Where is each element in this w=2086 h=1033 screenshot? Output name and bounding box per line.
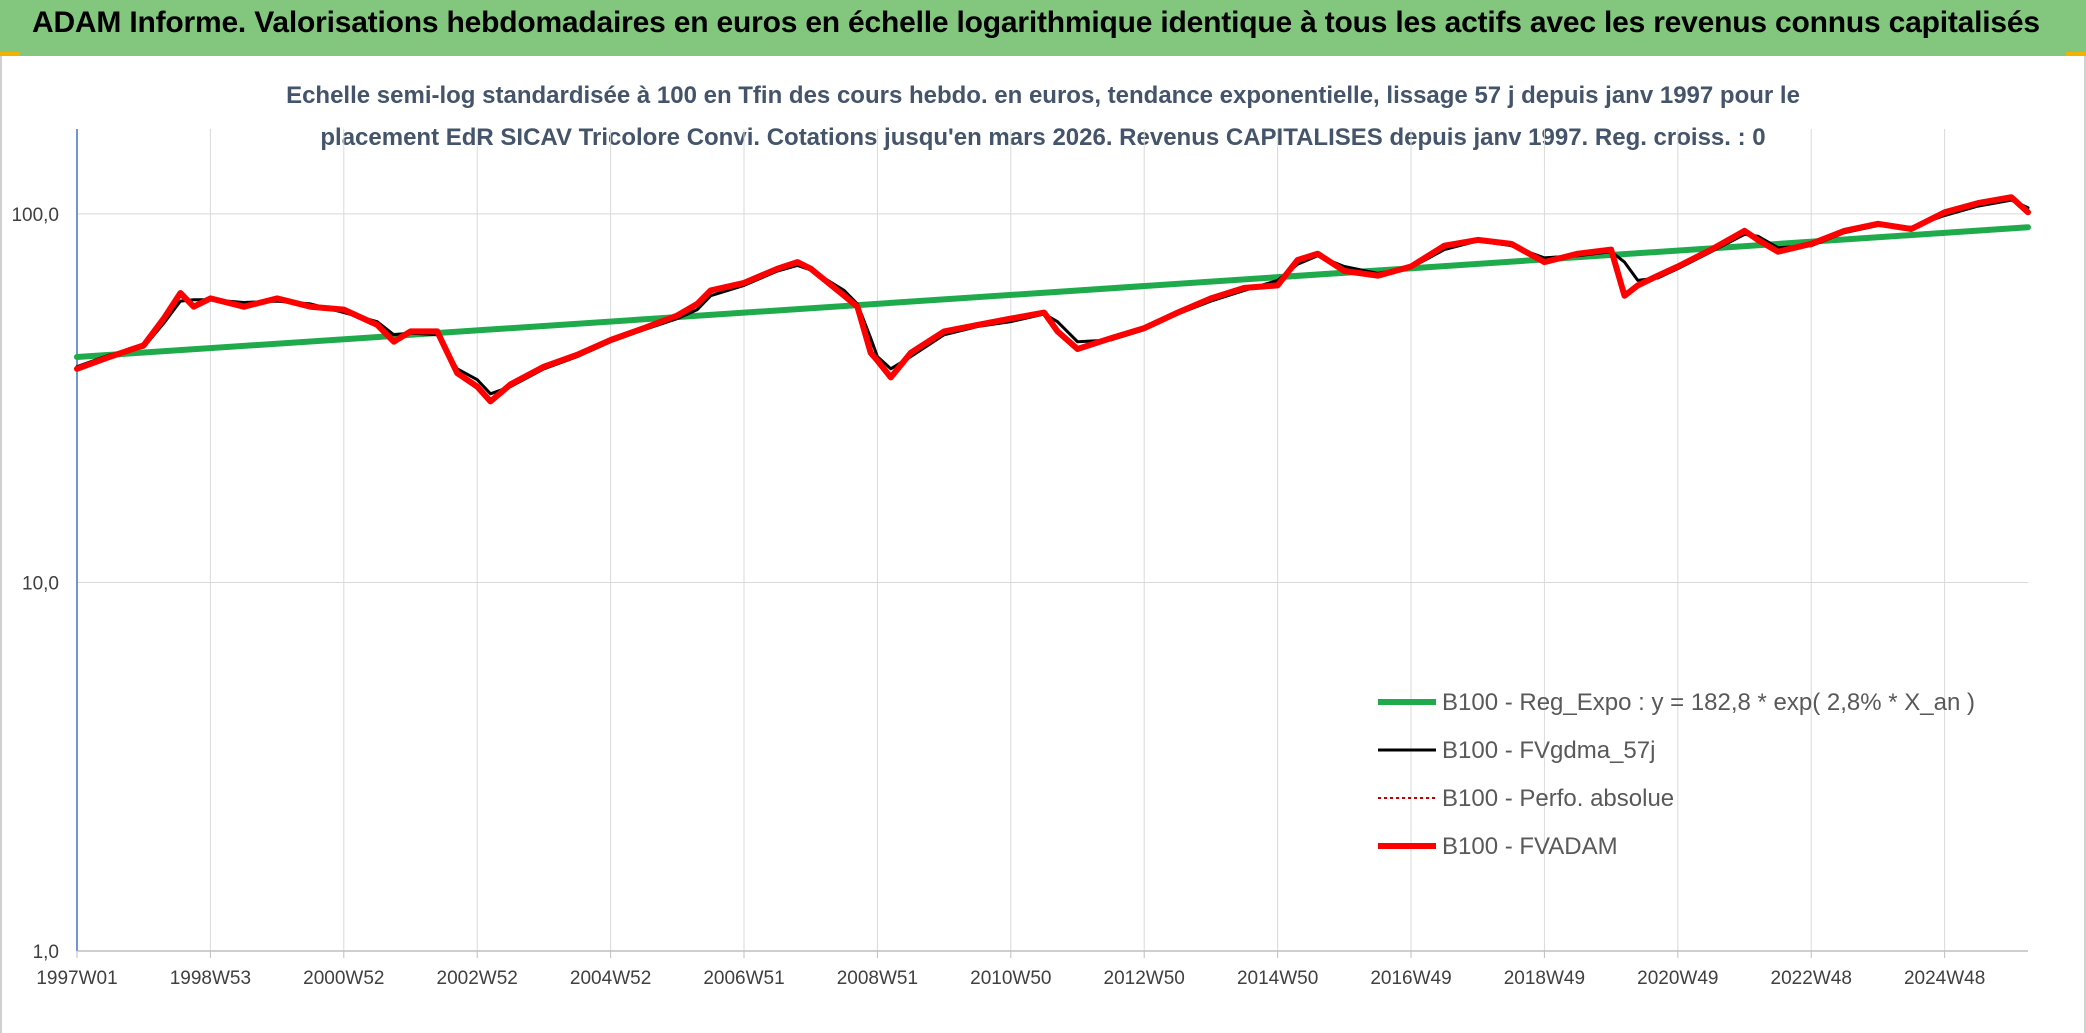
x-tick-label: 2002W52 <box>437 968 518 989</box>
axis-layer: 1997W01 1998W53 2000W52 2002W52 2004W52 2006W… <box>11 129 2028 989</box>
x-tick-label: 2020W49 <box>1637 968 1718 989</box>
x-tick-label: 1997W01 <box>36 968 117 989</box>
chart-background <box>0 56 2086 1033</box>
report-banner: ADAM Informe. Valorisations hebdomadaire… <box>0 0 2086 57</box>
x-tick-label: 2024W48 <box>1904 968 1985 989</box>
series-layer <box>74 194 2031 405</box>
x-tick-label: 2008W51 <box>837 968 918 989</box>
x-tick-label: 2016W49 <box>1370 968 1451 989</box>
y-tick-label: 100,0 <box>11 205 59 226</box>
y-tick-label: 1,0 <box>33 942 59 963</box>
legend-label-3: B100 - Perfo. absolue <box>1442 785 1674 812</box>
x-tick-label: 2000W52 <box>303 968 384 989</box>
legend: B100 - Reg_Expo : y = 182,8 * exp( 2,8% … <box>1378 689 1975 860</box>
x-tick-label: 2012W50 <box>1104 968 1185 989</box>
legend-label-2: B100 - FVgdma_57j <box>1442 737 1655 764</box>
chart-subtitle-line-1: Echelle semi-log standardisée à 100 en T… <box>286 82 1800 109</box>
x-tick-label: 2006W51 <box>703 968 784 989</box>
chart-subtitle-line-2: placement EdR SICAV Tricolore Convi. Cot… <box>320 124 1765 151</box>
x-tick-label: 1998W53 <box>170 968 251 989</box>
x-tick-label: 2022W48 <box>1771 968 1852 989</box>
series-line-4 <box>74 194 2031 405</box>
x-tick-label: 2018W49 <box>1504 968 1585 989</box>
x-tick-label: 2010W50 <box>970 968 1051 989</box>
x-tick-label: 2014W50 <box>1237 968 1318 989</box>
legend-label-1: B100 - Reg_Expo : y = 182,8 * exp( 2,8% … <box>1442 689 1975 716</box>
legend-label-4: B100 - FVADAM <box>1442 833 1618 860</box>
x-tick-label: 2004W52 <box>570 968 651 989</box>
chart-area: Echelle semi-log standardisée à 100 en T… <box>0 56 2086 1033</box>
report-title: ADAM Informe. Valorisations hebdomadaire… <box>32 6 2040 39</box>
y-tick-label: 10,0 <box>22 573 59 594</box>
log-line-chart: Echelle semi-log standardisée à 100 en T… <box>0 56 2086 1033</box>
